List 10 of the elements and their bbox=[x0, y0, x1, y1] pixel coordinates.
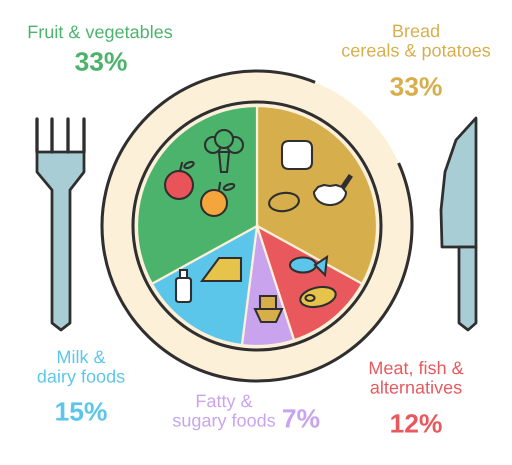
data-label: 12% bbox=[391, 414, 442, 433]
slice-label: Meat, fish & alternatives bbox=[370, 361, 464, 394]
data-label: 33% bbox=[75, 52, 127, 71]
slice-label: Fatty & sugary foods bbox=[172, 394, 276, 430]
data-label: 33% bbox=[390, 77, 442, 96]
slice-label: Fruit & vegetables bbox=[28, 25, 172, 42]
data-label: 15% bbox=[56, 402, 107, 421]
data-label: 7% bbox=[283, 409, 320, 428]
slice-label: Milk & dairy foods bbox=[38, 350, 125, 386]
slice-label: Bread cereals & potatoes bbox=[342, 24, 490, 60]
